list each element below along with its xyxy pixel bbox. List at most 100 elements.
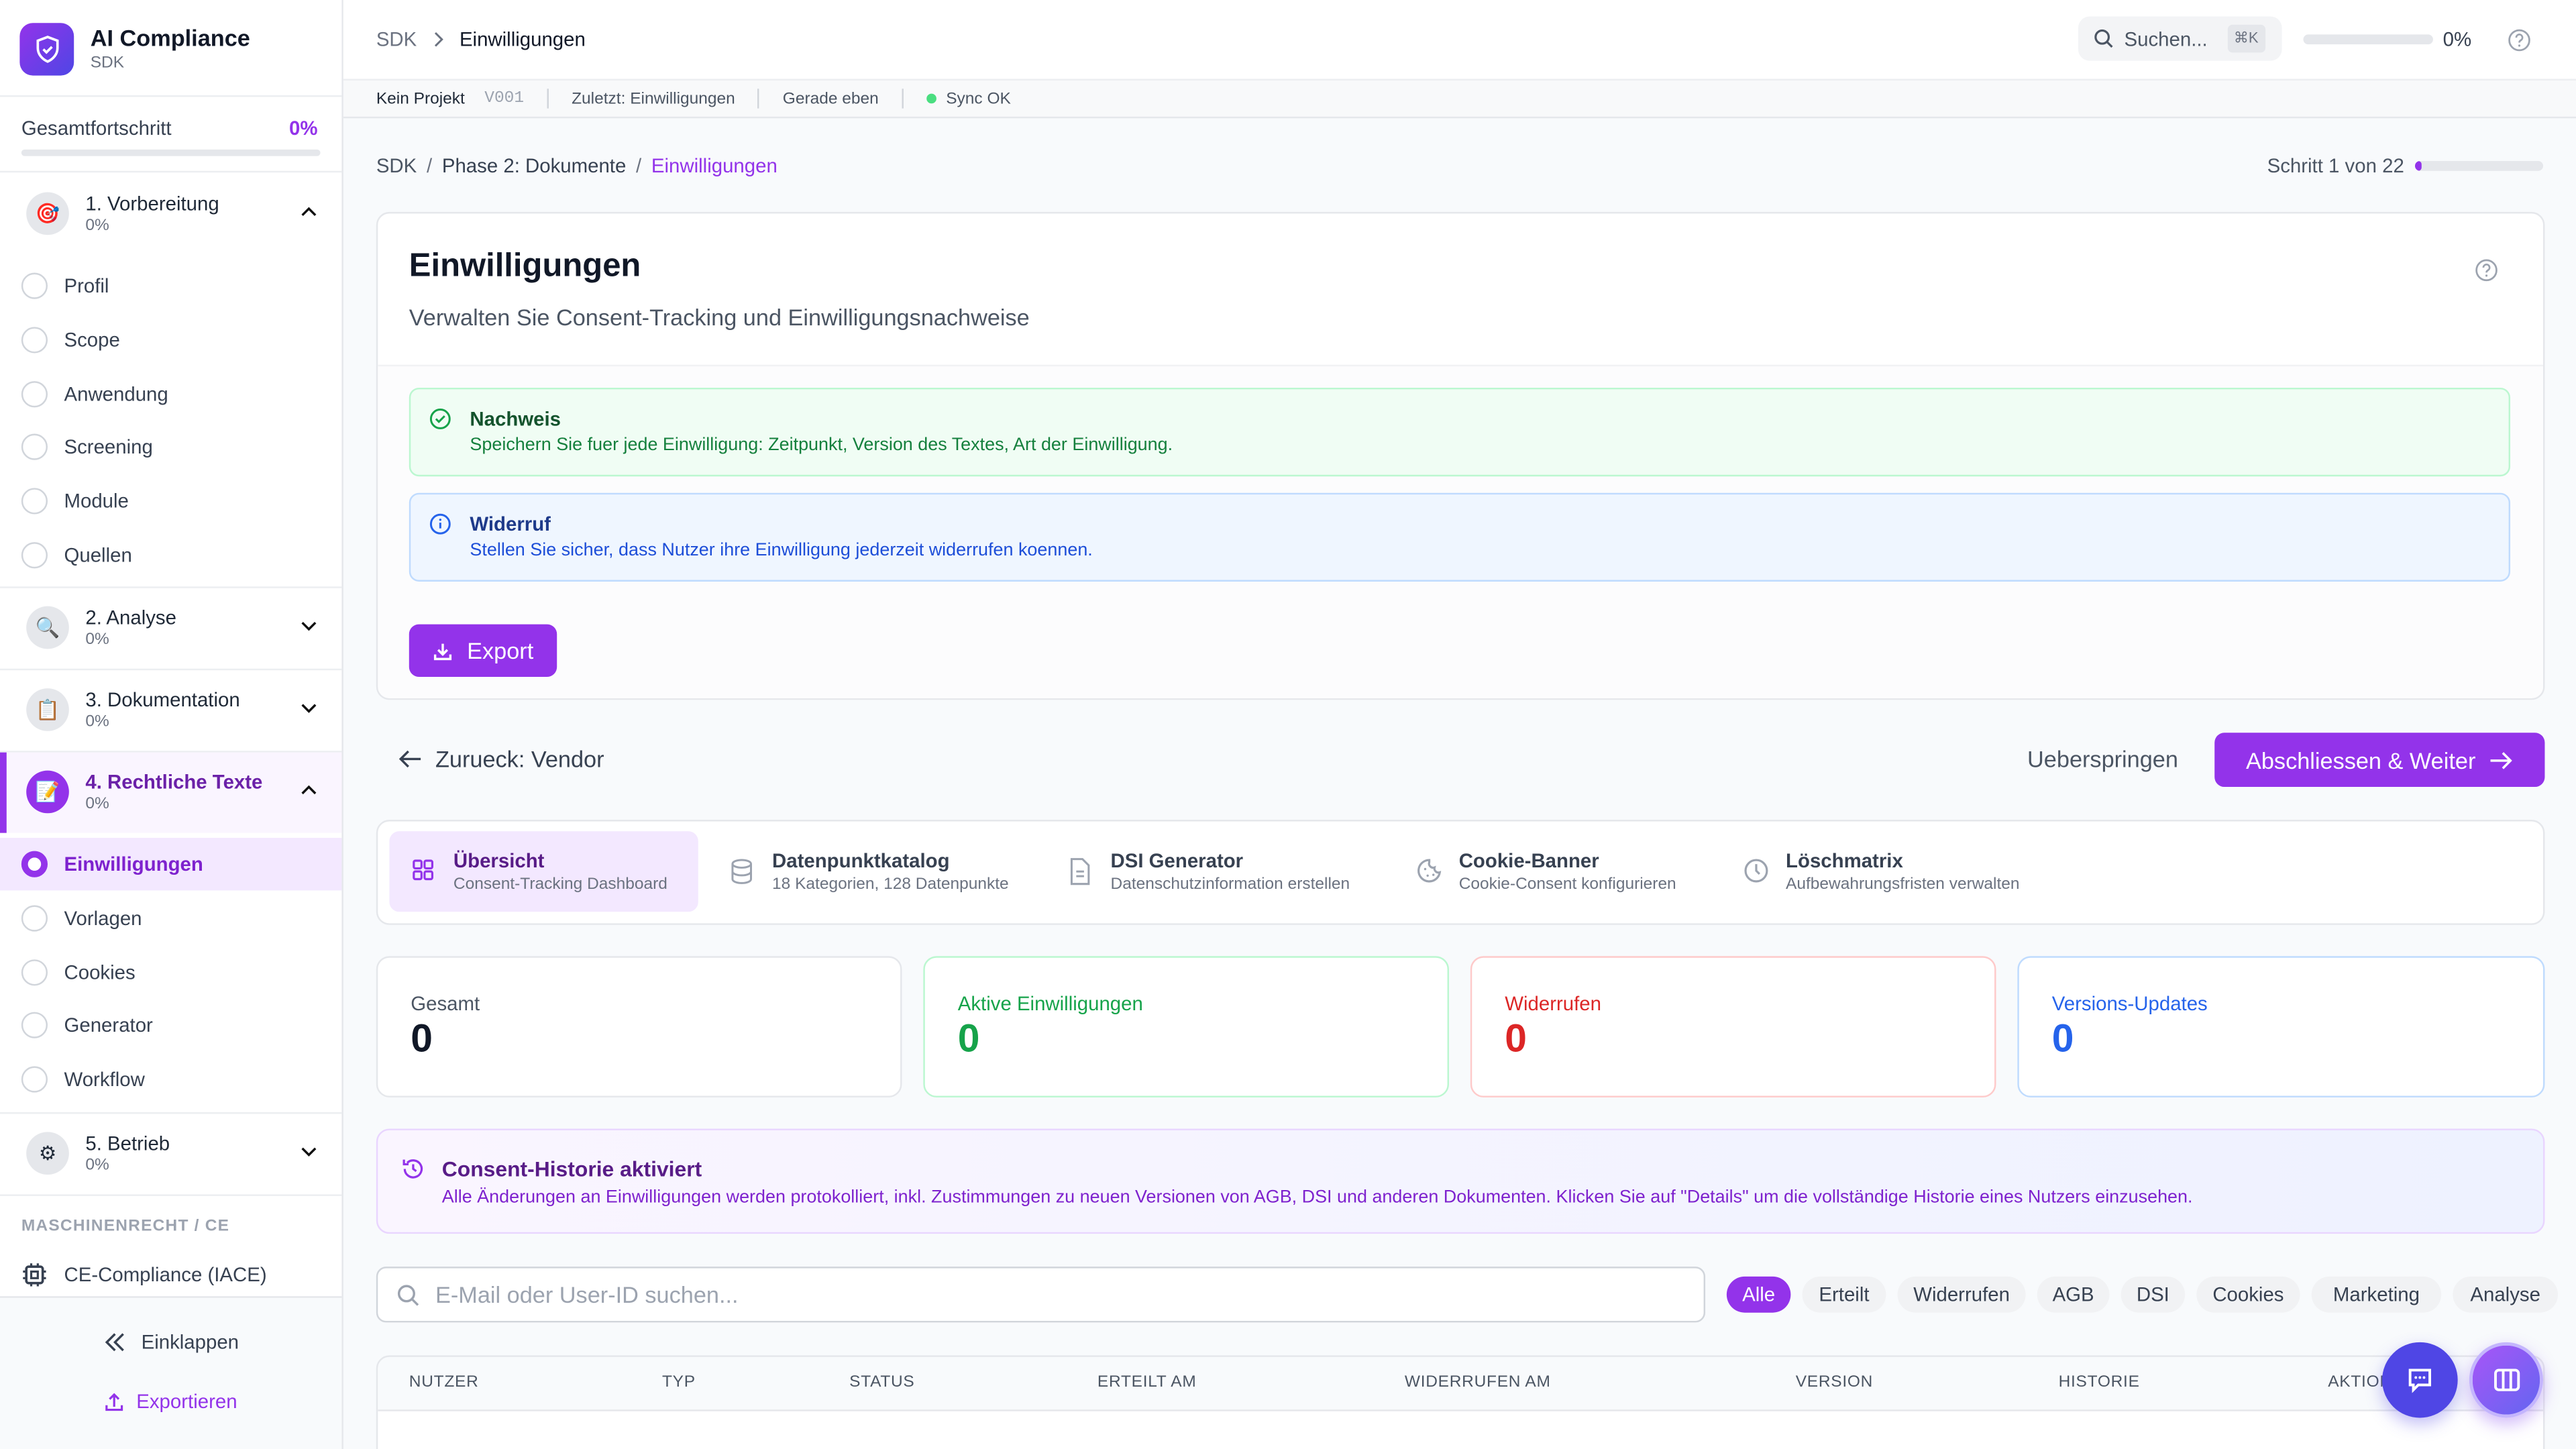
chip-icon: [23, 1263, 46, 1287]
back-label: Zurueck: Vendor: [435, 745, 604, 773]
section-title: 1. Vorbereitung: [85, 192, 219, 215]
sidebar-item-scope[interactable]: Scope: [0, 314, 341, 366]
sidebar-item-anwendung[interactable]: Anwendung: [0, 368, 341, 421]
crumb-root[interactable]: SDK: [376, 28, 417, 51]
info-icon: [429, 513, 451, 535]
sidebar-item-label: Anwendung: [64, 382, 168, 406]
sidebar-section-betrieb[interactable]: ⚙ 5. Betrieb 0%: [0, 1114, 341, 1194]
export-sidebar-button[interactable]: Exportieren: [103, 1390, 237, 1413]
skip-button[interactable]: Ueberspringen: [2027, 745, 2178, 773]
filter-pill-cookies[interactable]: Cookies: [2196, 1276, 2300, 1313]
help-icon[interactable]: [2507, 28, 2532, 53]
column-header-status[interactable]: STATUS: [849, 1373, 915, 1392]
column-header-nutzer[interactable]: NUTZER: [409, 1373, 479, 1392]
target-icon: 🎯: [26, 192, 69, 235]
tab-datenpunktkatalog[interactable]: Datenpunktkatalog 18 Kategorien, 128 Dat…: [726, 821, 1038, 923]
panel-fab[interactable]: [2469, 1342, 2544, 1418]
chat-fab[interactable]: [2382, 1342, 2458, 1418]
step-progress-fill: [2415, 161, 2421, 171]
stat-card-version-updates: Versions-Updates 0: [2017, 956, 2545, 1097]
sidebar-section-analyse[interactable]: 🔍 2. Analyse 0%: [0, 588, 341, 669]
filter-pill-alle[interactable]: Alle: [1726, 1276, 1791, 1313]
main-area: SDK Einwilligungen Suchen... ⌘K 0% Kein …: [343, 0, 2576, 1449]
download-icon: [434, 643, 452, 659]
complete-next-button[interactable]: Abschliessen & Weiter: [2214, 733, 2545, 788]
info-text: Stellen Sie sicher, dass Nutzer ihre Ein…: [470, 540, 1093, 561]
global-search[interactable]: Suchen... ⌘K: [2078, 16, 2282, 61]
consent-table: [376, 1355, 2545, 1449]
crumb-phase[interactable]: Phase 2: Dokumente: [441, 154, 627, 178]
back-button[interactable]: Zurueck: Vendor: [398, 746, 604, 772]
sidebar-item-quellen[interactable]: Quellen: [0, 529, 341, 582]
app-subtitle: SDK: [90, 54, 125, 72]
app-logo: [19, 23, 74, 76]
sidebar-item-einwilligungen[interactable]: Einwilligungen: [0, 837, 342, 891]
sidebar-item-workflow[interactable]: Workflow: [0, 1053, 341, 1106]
column-header-widerrufen-am[interactable]: WIDERRUFEN AM: [1404, 1373, 1551, 1392]
sidebar-item-generator[interactable]: Generator: [0, 999, 341, 1051]
column-header-version[interactable]: VERSION: [1795, 1373, 1874, 1392]
export-label: Exportieren: [136, 1389, 237, 1413]
tab-loeschmatrix[interactable]: Löschmatrix Aufbewahrungsfristen verwalt…: [1739, 821, 2068, 923]
tab-title: Übersicht: [453, 849, 545, 873]
sidebar-item-label: Workflow: [64, 1067, 145, 1091]
info-title: Nachweis: [470, 407, 561, 431]
sidebar-item-module[interactable]: Module: [0, 475, 341, 527]
consent-search-input[interactable]: E-Mail oder User-ID suchen...: [376, 1267, 1706, 1323]
tab-uebersicht[interactable]: Übersicht Consent-Tracking Dashboard: [389, 831, 698, 912]
crumb-sdk[interactable]: SDK: [376, 154, 417, 178]
help-icon[interactable]: [2474, 258, 2499, 282]
section-title: 4. Rechtliche Texte: [85, 770, 263, 794]
sidebar-item-label: CE-Compliance (IACE): [64, 1263, 267, 1287]
sidebar-item-ce-compliance[interactable]: CE-Compliance (IACE): [21, 1262, 267, 1288]
sidebar-section-rechtliche-texte[interactable]: 📝 4. Rechtliche Texte 0%: [0, 752, 342, 833]
page-subtitle: Verwalten Sie Consent-Tracking und Einwi…: [409, 304, 1030, 331]
column-header-erteilt-am[interactable]: ERTEILT AM: [1097, 1373, 1197, 1392]
sidebar-item-screening[interactable]: Screening: [0, 421, 341, 473]
chevron-down-icon: [301, 1147, 317, 1157]
filter-pill-erteilt[interactable]: Erteilt: [1802, 1276, 1886, 1313]
filter-pill-dsi[interactable]: DSI: [2121, 1276, 2186, 1313]
filter-pill-analyse[interactable]: Analyse: [2453, 1276, 2559, 1313]
step-counter: Schritt 1 von 22: [2267, 154, 2404, 178]
filter-pill-agb[interactable]: AGB: [2037, 1276, 2110, 1313]
tab-dsi-generator[interactable]: DSI Generator Datenschutzinformation ers…: [1065, 821, 1377, 923]
sidebar-section-vorbereitung[interactable]: 🎯 1. Vorbereitung 0%: [0, 174, 341, 255]
next-label: Abschliessen & Weiter: [2245, 747, 2476, 773]
overall-progress-label: Gesamtfortschritt: [21, 116, 172, 140]
last-step-label: Zuletzt: Einwilligungen: [572, 89, 735, 108]
stat-value: 0: [1505, 1016, 1527, 1062]
arrow-right-icon: [2490, 751, 2512, 769]
overall-progress-value: 0%: [289, 116, 318, 140]
sidebar-item-vorlagen[interactable]: Vorlagen: [0, 892, 341, 945]
sidebar-item-label: Vorlagen: [64, 906, 142, 930]
stat-label: Gesamt: [411, 992, 480, 1016]
stat-label: Widerrufen: [1505, 992, 1601, 1016]
version-label: V001: [484, 89, 525, 108]
sidebar-item-label: Profil: [64, 274, 109, 298]
sidebar-item-label: Quellen: [64, 543, 132, 567]
filter-pill-marketing[interactable]: Marketing: [2311, 1276, 2442, 1313]
info-title: Widerruf: [470, 513, 551, 536]
saved-time-label: Gerade eben: [782, 89, 879, 108]
chevron-up-icon: [301, 207, 317, 217]
page-title: Einwilligungen: [409, 248, 641, 284]
search-placeholder: Suchen...: [2124, 27, 2208, 50]
collapse-button[interactable]: Einklappen: [103, 1331, 239, 1354]
search-placeholder: E-Mail oder User-ID suchen...: [435, 1281, 739, 1308]
section-percent: 0%: [85, 217, 109, 235]
stat-value: 0: [2051, 1016, 2074, 1062]
tab-cookie-banner[interactable]: Cookie-Banner Cookie-Consent konfigurier…: [1413, 821, 1725, 923]
sidebar-item-label: Scope: [64, 328, 120, 352]
sidebar-item-cookies[interactable]: Cookies: [0, 947, 341, 999]
section-percent: 0%: [85, 631, 109, 649]
header-progress-value: 0%: [2443, 28, 2472, 51]
tab-title: Cookie-Banner: [1458, 849, 1599, 873]
sidebar-item-profil[interactable]: Profil: [0, 260, 341, 312]
sidebar-section-dokumentation[interactable]: 📋 3. Dokumentation 0%: [0, 670, 341, 751]
column-header-typ[interactable]: TYP: [661, 1373, 696, 1392]
column-header-historie[interactable]: HISTORIE: [2058, 1373, 2140, 1392]
group-label: MASCHINENRECHT / CE: [21, 1217, 230, 1236]
filter-pill-widerrufen[interactable]: Widerrufen: [1897, 1276, 2026, 1313]
export-button[interactable]: Export: [409, 624, 557, 677]
